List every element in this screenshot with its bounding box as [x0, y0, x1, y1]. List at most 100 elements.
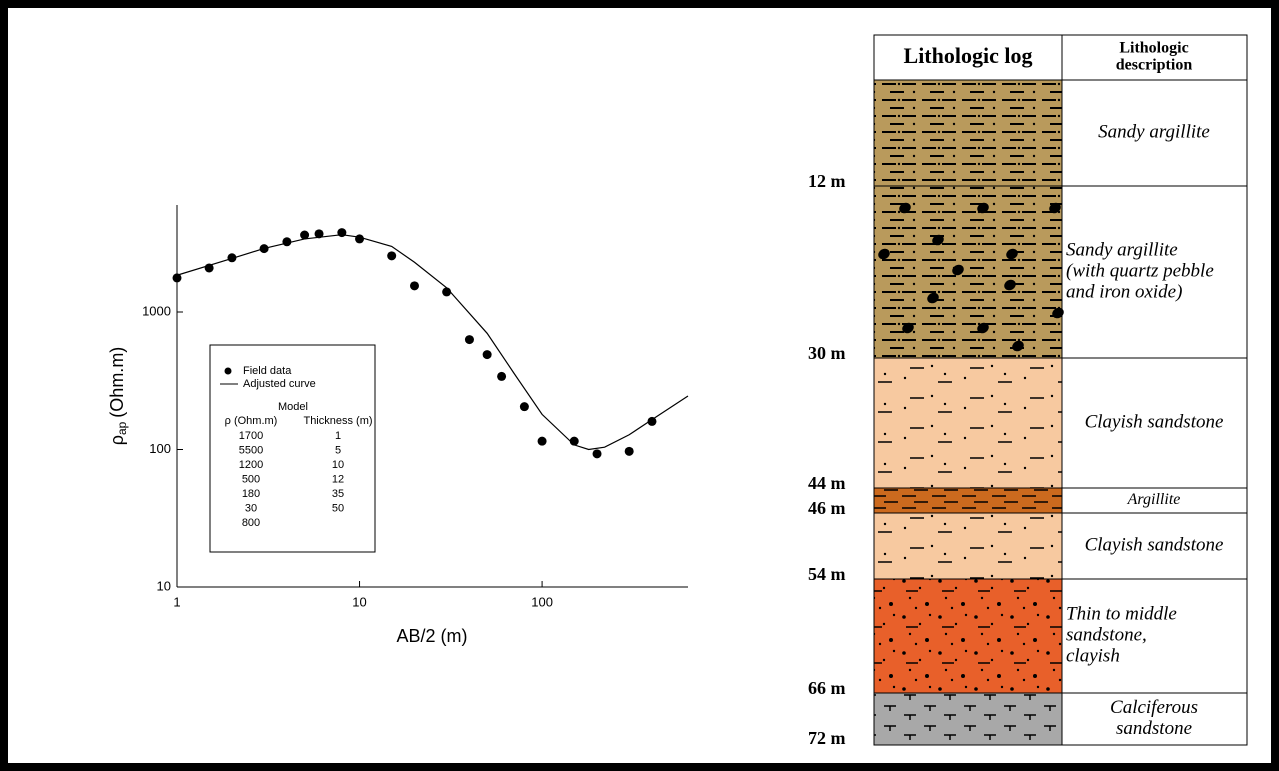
model-title: Model	[278, 401, 308, 413]
x-tick-label: 100	[531, 594, 553, 609]
y-tick-label: 1000	[142, 303, 171, 318]
pebble	[977, 202, 989, 214]
model-cell: 1700	[239, 430, 263, 442]
layer-pattern	[873, 578, 1063, 694]
legend-label: Field data	[243, 365, 292, 377]
model-cell: 5	[335, 444, 341, 456]
model-cell: 12	[332, 473, 344, 485]
model-cell: 800	[242, 517, 260, 529]
header-log: Lithologic log	[904, 43, 1033, 68]
depth-label: 44 m	[808, 473, 846, 493]
header-description: Lithologic	[1119, 40, 1188, 57]
depth-label: 30 m	[808, 343, 846, 363]
field-point	[172, 273, 182, 283]
x-tick-label: 10	[352, 594, 366, 609]
description-cell	[1061, 578, 1248, 694]
pebble	[1052, 307, 1064, 319]
model-cell: 30	[245, 502, 257, 514]
model-cell: 180	[242, 488, 260, 500]
model-cell: 1200	[239, 459, 263, 471]
layer-description: Calciferous	[1110, 697, 1198, 718]
layer-description: clayish	[1066, 645, 1120, 666]
field-point	[482, 350, 492, 360]
pebble	[878, 248, 890, 260]
model-cell: 5500	[239, 444, 263, 456]
pebble	[977, 322, 989, 334]
pebble	[1012, 340, 1024, 352]
description-cell	[1061, 487, 1248, 514]
depth-label: 66 m	[808, 678, 846, 698]
log-header	[873, 34, 1248, 81]
model-cell: 1	[335, 430, 341, 442]
legend-box	[209, 344, 376, 553]
field-point	[227, 253, 237, 263]
layer-pattern	[873, 79, 1063, 187]
layer-description: and iron oxide)	[1066, 281, 1182, 302]
depth-label: 72 m	[808, 728, 846, 748]
pebble	[952, 264, 964, 276]
layer-description: Argillite	[1127, 491, 1181, 508]
layer-description: (with quartz pebble	[1066, 260, 1214, 281]
legend-marker	[224, 367, 232, 375]
layer-description: Sandy argillite	[1066, 239, 1178, 260]
field-point	[624, 446, 634, 456]
model-cell: 10	[332, 459, 344, 471]
description-cell	[1061, 79, 1248, 187]
y-subscript: ap	[115, 421, 129, 435]
y-symbol: ρ	[107, 435, 127, 445]
depth-label: 46 m	[808, 498, 846, 518]
depth-label: 12 m	[808, 171, 846, 191]
field-point	[314, 229, 324, 239]
curve	[176, 234, 689, 451]
description-cell	[1061, 357, 1248, 489]
field-point	[647, 416, 657, 426]
field-point	[409, 281, 419, 291]
pebble	[932, 234, 944, 246]
layer-pattern	[873, 357, 1063, 489]
y-tick-label: 10	[157, 578, 171, 593]
field-point	[464, 335, 474, 345]
pebble	[1004, 279, 1016, 291]
model-cell: 35	[332, 488, 344, 500]
depth-label: 54 m	[808, 564, 846, 584]
field-point	[387, 251, 397, 261]
layer-description: Sandy argillite	[1098, 121, 1210, 142]
pebble	[927, 292, 939, 304]
header-description: description	[1116, 57, 1193, 74]
legend-label: Adjusted curve	[243, 378, 316, 390]
pebble	[899, 202, 911, 214]
field-point	[497, 371, 507, 381]
y-unit: (Ohm.m)	[107, 347, 127, 418]
field-point	[592, 449, 602, 459]
x-tick-label: 1	[173, 594, 180, 609]
layer-description: sandstone	[1116, 718, 1192, 739]
pebble	[902, 322, 914, 334]
model-cell: 50	[332, 502, 344, 514]
layer-description: Clayish sandstone	[1085, 534, 1224, 555]
layer-description: Thin to middle	[1066, 603, 1177, 624]
model-header: ρ (Ohm.m)	[225, 415, 278, 427]
pebble	[1006, 248, 1018, 260]
description-cell	[1061, 185, 1248, 359]
description-cell	[1061, 512, 1248, 580]
field-point	[337, 228, 347, 238]
field-point	[537, 436, 547, 446]
field-point	[519, 402, 529, 412]
model-cell: 500	[242, 473, 260, 485]
model-header: Thickness (m)	[303, 415, 372, 427]
x-axis-label: AB/2 (m)	[396, 626, 467, 646]
field-point	[355, 234, 365, 244]
layer-pattern	[873, 692, 1063, 746]
y-axis-label: ρap (Ohm.m)	[107, 347, 129, 446]
pebble	[1049, 202, 1061, 214]
layer-pattern	[873, 487, 1063, 514]
field-point	[300, 230, 310, 240]
layer-description: sandstone,	[1066, 624, 1147, 645]
layer-description: Clayish sandstone	[1085, 411, 1224, 432]
description-cell	[1061, 692, 1248, 746]
layer-pattern	[873, 512, 1063, 580]
y-tick-label: 100	[149, 441, 171, 456]
